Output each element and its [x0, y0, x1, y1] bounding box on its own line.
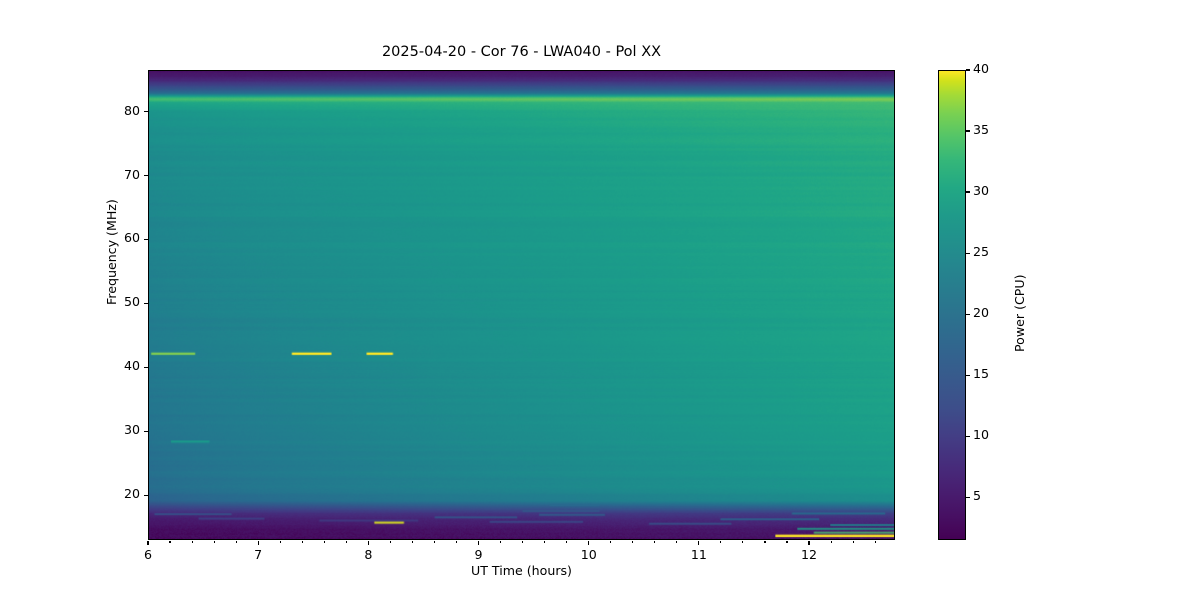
x-tick-minor	[544, 540, 546, 543]
y-tick-label: 60	[123, 230, 140, 246]
colorbar-tick-label: 15	[973, 366, 990, 382]
x-tick-minor	[852, 540, 854, 543]
x-tick-label: 7	[254, 547, 263, 562]
x-tick-mark	[477, 540, 480, 545]
x-tick-minor	[169, 540, 171, 543]
x-tick-mark	[698, 540, 700, 545]
x-tick-minor	[676, 540, 678, 543]
colorbar-tick-mark	[966, 313, 971, 315]
x-tick-mark	[147, 540, 149, 545]
colorbar-tick-mark	[966, 374, 971, 376]
x-tick-minor	[279, 540, 281, 543]
x-tick-label: 6	[143, 547, 153, 562]
colorbar-tick-label: 20	[973, 305, 990, 321]
colorbar-tick-mark	[966, 191, 971, 193]
x-tick-mark	[257, 540, 259, 545]
spectrogram-image	[149, 71, 894, 539]
x-tick-label: 11	[690, 547, 707, 562]
y-tick-mark	[143, 302, 148, 304]
x-tick-label: 12	[801, 547, 818, 562]
y-tick-mark	[143, 110, 148, 113]
x-tick-minor	[301, 540, 303, 543]
colorbar-tick-label: 5	[973, 488, 982, 504]
colorbar-tick-mark	[966, 252, 971, 254]
colorbar-tick-mark	[966, 435, 971, 437]
x-tick-minor	[235, 540, 237, 543]
colorbar-tick-label: 25	[973, 244, 990, 260]
y-tick-label: 80	[123, 102, 140, 118]
x-tick-mark	[367, 540, 369, 545]
x-tick-minor	[411, 540, 413, 543]
x-tick-minor	[874, 540, 876, 543]
x-tick-minor	[610, 540, 612, 543]
x-tick-minor	[654, 540, 656, 543]
y-tick-mark	[143, 430, 148, 432]
colorbar-tick-label: 40	[973, 61, 990, 76]
x-tick-minor	[566, 540, 568, 543]
x-tick-minor	[632, 540, 634, 543]
y-tick-label: 30	[123, 422, 140, 438]
spectrogram-axes[interactable]	[148, 70, 895, 540]
colorbar-tick-mark	[966, 130, 971, 132]
x-tick-minor	[830, 540, 832, 543]
y-tick-mark	[143, 366, 148, 368]
y-tick-label: 20	[123, 486, 140, 502]
x-tick-minor	[500, 540, 502, 543]
x-tick-minor	[455, 540, 458, 543]
x-tick-minor	[213, 540, 215, 543]
page-title: 2025-04-20 - Cor 76 - LWA040 - Pol XX	[381, 44, 662, 60]
colorbar-label: Power (CPU)	[1012, 274, 1027, 352]
x-tick-label: 8	[364, 547, 373, 562]
colorbar-tick-label: 10	[973, 427, 990, 443]
x-tick-minor	[323, 540, 325, 543]
x-tick-minor	[742, 540, 744, 543]
x-tick-minor	[720, 540, 722, 543]
x-tick-minor	[191, 540, 193, 543]
x-axis-label: UT Time (hours)	[471, 563, 572, 578]
x-tick-label: 10	[580, 547, 597, 562]
y-tick-mark	[143, 174, 148, 177]
x-tick-minor	[345, 540, 347, 543]
y-tick-mark	[143, 238, 148, 241]
x-tick-mark	[588, 540, 590, 545]
x-tick-minor	[389, 540, 391, 543]
x-tick-label: 9	[474, 547, 483, 562]
x-tick-minor	[786, 540, 788, 543]
y-tick-label: 50	[123, 294, 140, 310]
x-tick-minor	[433, 540, 435, 543]
colorbar-tick-label: 35	[973, 122, 990, 138]
y-tick-mark	[143, 494, 148, 496]
y-tick-label: 70	[123, 166, 140, 182]
x-tick-minor	[764, 540, 766, 543]
y-axis-label: Frequency (MHz)	[104, 199, 119, 305]
colorbar-tick-label: 30	[973, 183, 990, 199]
x-tick-minor	[522, 540, 524, 543]
colorbar[interactable]	[938, 70, 966, 540]
x-tick-mark	[808, 540, 810, 545]
colorbar-tick-mark	[966, 69, 971, 71]
colorbar-tick-mark	[966, 496, 971, 498]
y-tick-label: 40	[123, 358, 140, 374]
